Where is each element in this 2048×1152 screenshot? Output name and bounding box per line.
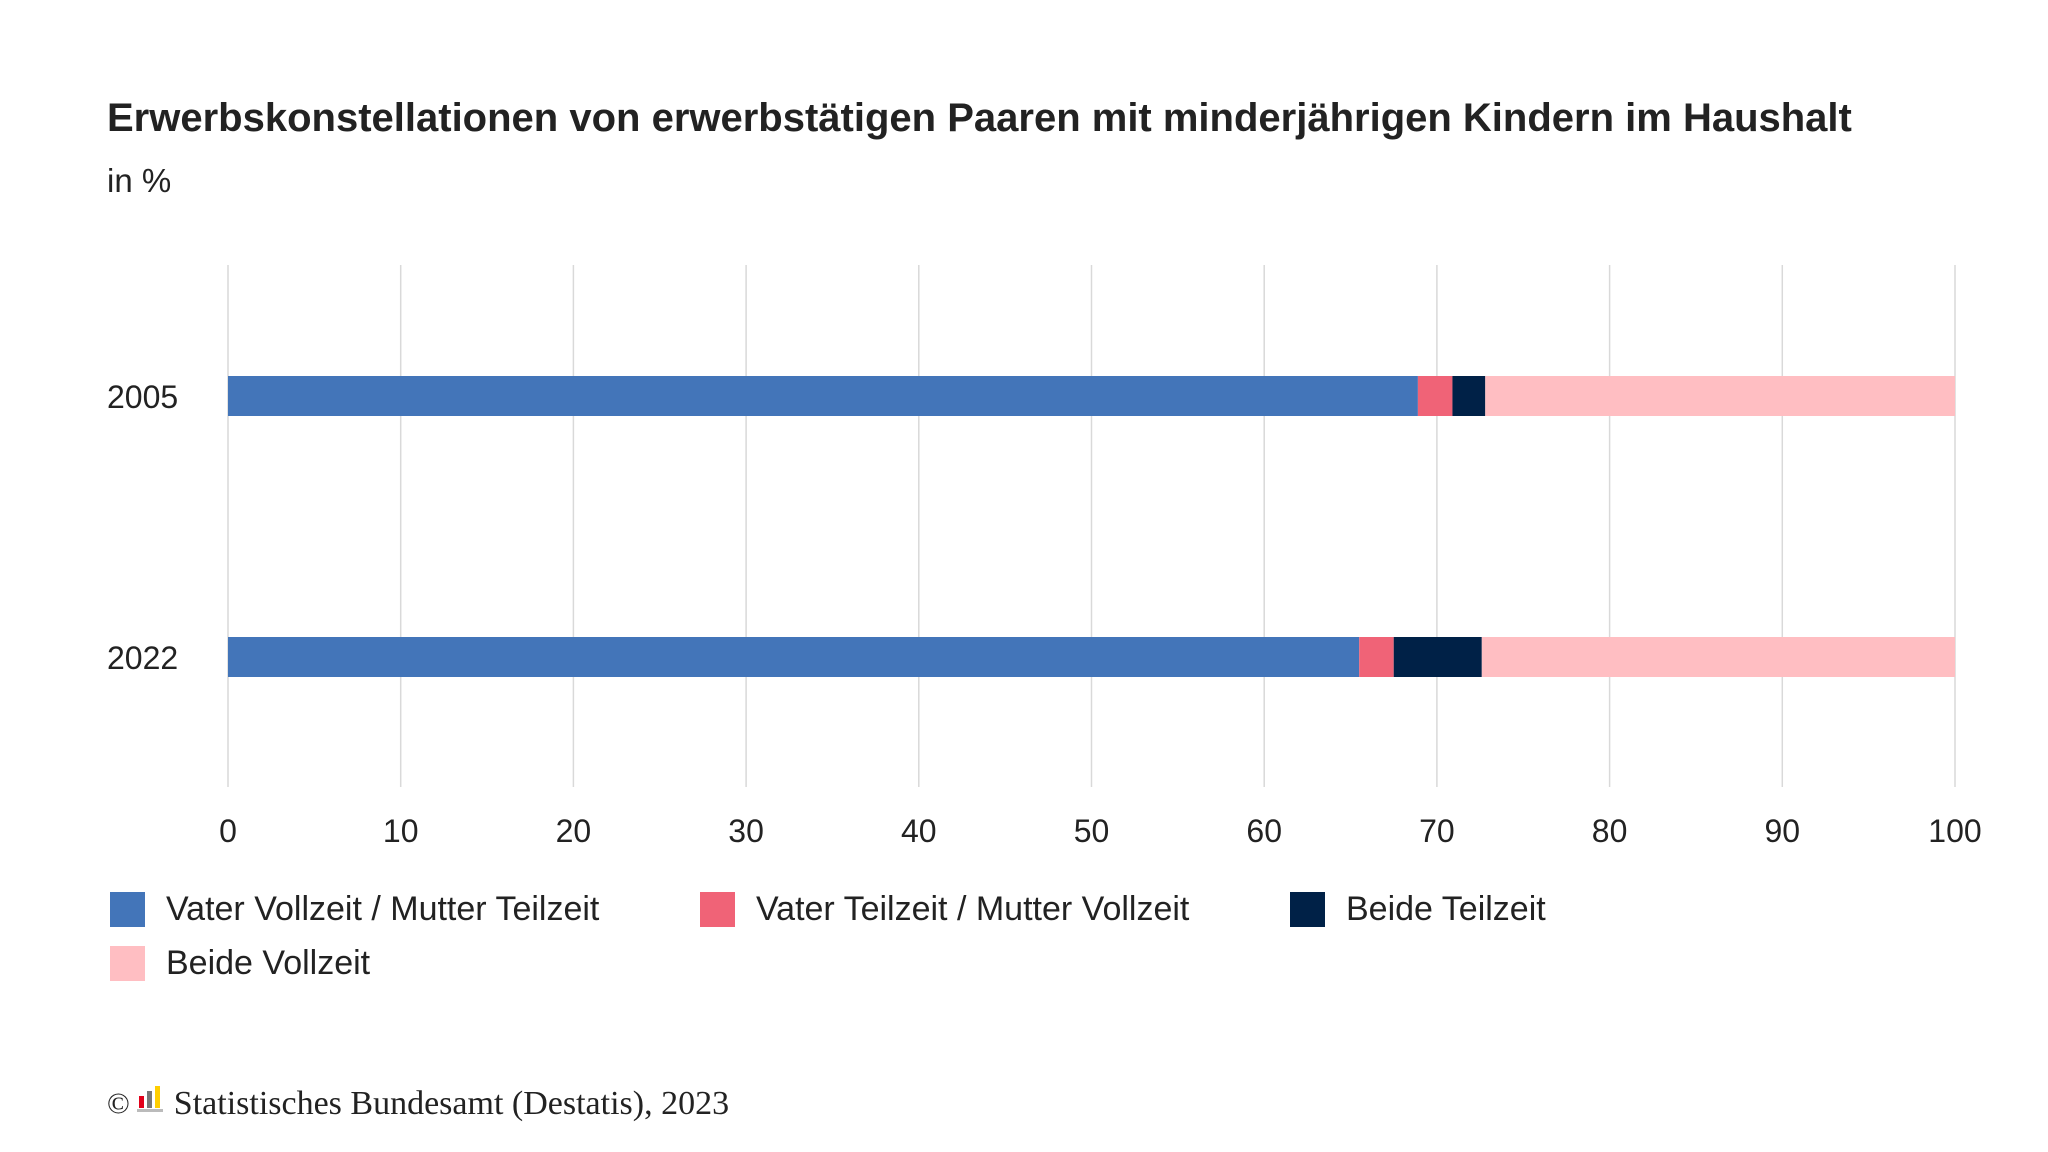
- bar-segment: [228, 376, 1418, 416]
- legend-swatch: [110, 946, 145, 981]
- chart-title: Erwerbskonstellationen von erwerbstätige…: [107, 96, 1852, 140]
- legend-label: Vater Vollzeit / Mutter Teilzeit: [166, 890, 600, 928]
- bar-segment: [1485, 376, 1955, 416]
- x-tick-label: 90: [1765, 813, 1801, 849]
- source-text: Statistisches Bundesamt (Destatis), 2023: [173, 1084, 730, 1122]
- legend-swatch: [700, 892, 735, 927]
- destatis-logo-icon: [136, 1084, 166, 1123]
- copyright-symbol: ©: [107, 1086, 130, 1120]
- x-tick-label: 40: [901, 813, 937, 849]
- chart-subtitle: in %: [107, 162, 172, 199]
- category-label: 2022: [107, 640, 178, 676]
- bar-segment: [1452, 376, 1486, 416]
- category-label: 2005: [107, 379, 178, 415]
- bar-chart: 0 10 20 30 40 50 60 70 80 90 100 2005 2022: [107, 265, 1982, 849]
- x-tick-label: 80: [1592, 813, 1628, 849]
- source-footer: © Statistisches Bundesamt (Destatis), 20…: [107, 1084, 729, 1123]
- legend-label: Beide Teilzeit: [1346, 890, 1546, 928]
- bar-segment: [1393, 637, 1482, 677]
- legend-label: Beide Vollzeit: [166, 944, 371, 982]
- legend-label: Vater Teilzeit / Mutter Vollzeit: [756, 890, 1190, 928]
- legend-item[interactable]: Vater Teilzeit / Mutter Vollzeit: [700, 890, 1189, 929]
- x-tick-label: 30: [728, 813, 764, 849]
- legend-item[interactable]: Beide Teilzeit: [1290, 890, 1546, 929]
- x-tick-label: 10: [383, 813, 419, 849]
- x-tick-label: 50: [1074, 813, 1110, 849]
- bar-segment: [1417, 376, 1453, 416]
- legend-item[interactable]: Vater Vollzeit / Mutter Teilzeit: [110, 890, 599, 929]
- x-tick-label: 70: [1419, 813, 1455, 849]
- x-tick-label: 60: [1246, 813, 1282, 849]
- bar-segment: [1359, 637, 1394, 677]
- legend-swatch: [110, 892, 145, 927]
- bar-segment: [228, 637, 1360, 677]
- bar-segment: [1481, 637, 1955, 677]
- x-tick-label: 20: [556, 813, 592, 849]
- legend-swatch: [1290, 892, 1325, 927]
- legend-item[interactable]: Beide Vollzeit: [110, 944, 370, 983]
- x-tick-label: 0: [219, 813, 237, 849]
- x-tick-label: 100: [1928, 813, 1981, 849]
